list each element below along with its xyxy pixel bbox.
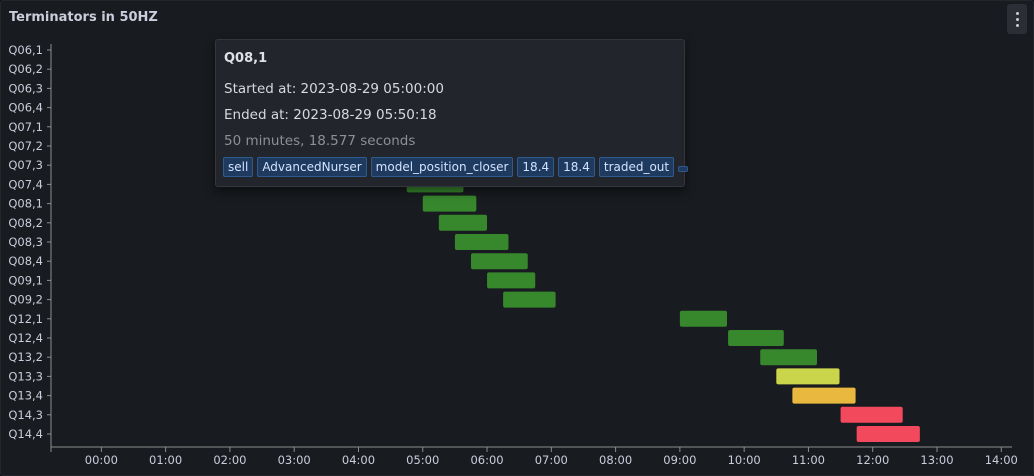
y-tick-label: Q09,2: [8, 293, 43, 307]
x-tick-label: 00:00: [85, 453, 118, 467]
tag: 18.4: [517, 157, 555, 177]
x-tick-label: 02:00: [213, 453, 246, 467]
y-tick-label: Q14,4: [8, 427, 43, 441]
x-tick-label: 09:00: [663, 453, 696, 467]
tag: model_position_closer: [370, 157, 514, 177]
timeline-bar: [728, 330, 784, 346]
timeline-bar: [760, 349, 818, 366]
tag: sell: [223, 157, 254, 177]
y-tick-label: Q07,2: [8, 139, 43, 153]
panel-title: Terminators in 50HZ: [9, 10, 158, 25]
y-tick-label: Q09,1: [8, 273, 43, 287]
x-tick-label: 04:00: [342, 453, 375, 467]
timeline-bar: [503, 291, 556, 308]
y-tick-label: Q08,2: [8, 216, 43, 230]
tag: traded_out: [598, 157, 675, 177]
y-tick-label: Q06,4: [8, 101, 43, 115]
timeline-bar: [454, 234, 509, 250]
y-tick-label: Q13,4: [8, 389, 43, 403]
x-tick-label: 10:00: [728, 453, 761, 467]
timeline-bar: [422, 195, 477, 212]
x-tick-label: 01:00: [149, 453, 182, 467]
y-tick-label: Q08,3: [8, 235, 43, 249]
x-tick-label: 05:00: [406, 453, 439, 467]
tooltip-duration: 50 minutes, 18.577 seconds: [224, 133, 416, 149]
timeline-bar: [438, 214, 488, 231]
tooltip-ended: Ended at: 2023-08-29 05:50:18: [224, 107, 437, 123]
timeline-bar: [679, 310, 728, 327]
x-tick-label: 06:00: [470, 453, 503, 467]
y-tick-label: Q12,4: [8, 331, 43, 345]
ellipsis-vertical-icon[interactable]: [1007, 4, 1027, 34]
tag: AdvancedNurser: [257, 157, 367, 177]
y-tick-label: Q13,2: [8, 350, 43, 364]
timeline-bar: [776, 368, 840, 385]
tooltip: Q08,1 Started at: 2023-08-29 05:00:00 En…: [215, 39, 689, 187]
x-tick-label: 14:00: [985, 453, 1018, 467]
y-tick-label: Q06,2: [8, 62, 43, 76]
tooltip-tags: sell AdvancedNurser model_position_close…: [223, 157, 689, 177]
timeline-bar: [792, 387, 856, 404]
more-tags-indicator: [678, 166, 689, 172]
timeline-bar: [487, 272, 536, 289]
x-tick-label: 03:00: [278, 453, 311, 467]
tooltip-title: Q08,1: [224, 51, 268, 66]
x-tick-label: 07:00: [535, 453, 568, 467]
y-tick-label: Q08,1: [8, 197, 43, 211]
y-tick-label: Q07,4: [8, 177, 43, 191]
x-tick-label: 11:00: [792, 453, 825, 467]
y-tick-label: Q07,3: [8, 158, 43, 172]
y-tick-label: Q06,3: [8, 81, 43, 95]
y-tick-label: Q13,3: [8, 369, 43, 383]
y-tick-label: Q08,4: [8, 254, 43, 268]
y-tick-label: Q12,1: [8, 312, 43, 326]
timeline-bar: [856, 426, 920, 442]
x-tick-label: 08:00: [599, 453, 632, 467]
tag: 18.4: [558, 157, 595, 177]
y-tick-label: Q07,1: [8, 120, 43, 134]
tooltip-started: Started at: 2023-08-29 05:00:00: [224, 81, 444, 97]
timeline-bar: [470, 253, 528, 270]
timeline-bar: [840, 406, 903, 423]
y-tick-label: Q14,3: [8, 408, 43, 422]
y-tick-label: Q06,1: [8, 43, 43, 57]
x-tick-label: 13:00: [920, 453, 953, 467]
x-tick-label: 12:00: [856, 453, 889, 467]
